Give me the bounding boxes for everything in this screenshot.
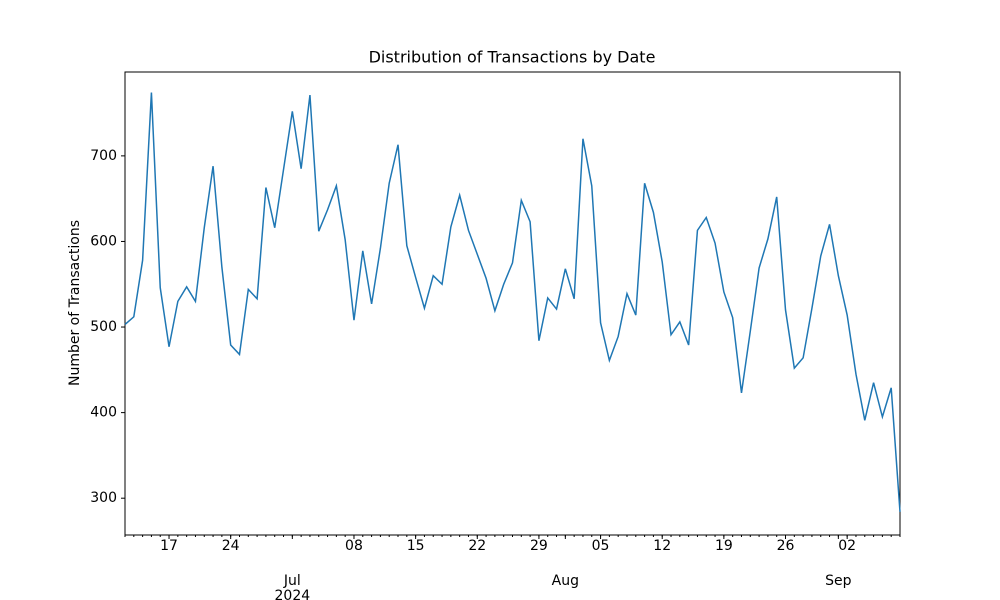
x-month-label: Sep: [825, 573, 852, 589]
y-axis-label: Number of Transactions: [67, 220, 83, 386]
x-month-label: Aug: [551, 573, 579, 589]
x-tick-label: 12: [653, 538, 672, 554]
plot-frame: [124, 71, 901, 536]
y-tick-label: 600: [90, 233, 117, 249]
y-tick-label: 300: [90, 490, 117, 506]
y-tick-label: 700: [90, 148, 117, 164]
x-month-label: Jul 2024: [274, 573, 311, 600]
y-tick-label: 400: [90, 405, 117, 421]
x-tick-label: 29: [529, 538, 548, 554]
x-tick-label: 19: [714, 538, 733, 554]
y-tick-label: 500: [90, 319, 117, 335]
x-tick-label: 08: [345, 538, 363, 554]
x-tick-label: 26: [776, 538, 795, 554]
data-line: [124, 92, 901, 512]
chart-title: Distribution of Transactions by Date: [369, 48, 656, 67]
x-tick-label: 05: [591, 538, 610, 554]
x-tick-label: 15: [406, 538, 425, 554]
x-tick-label: 22: [468, 538, 487, 554]
x-tick-label: 24: [221, 538, 240, 554]
x-tick-label: 02: [838, 538, 857, 554]
x-tick-label: 17: [160, 538, 178, 554]
